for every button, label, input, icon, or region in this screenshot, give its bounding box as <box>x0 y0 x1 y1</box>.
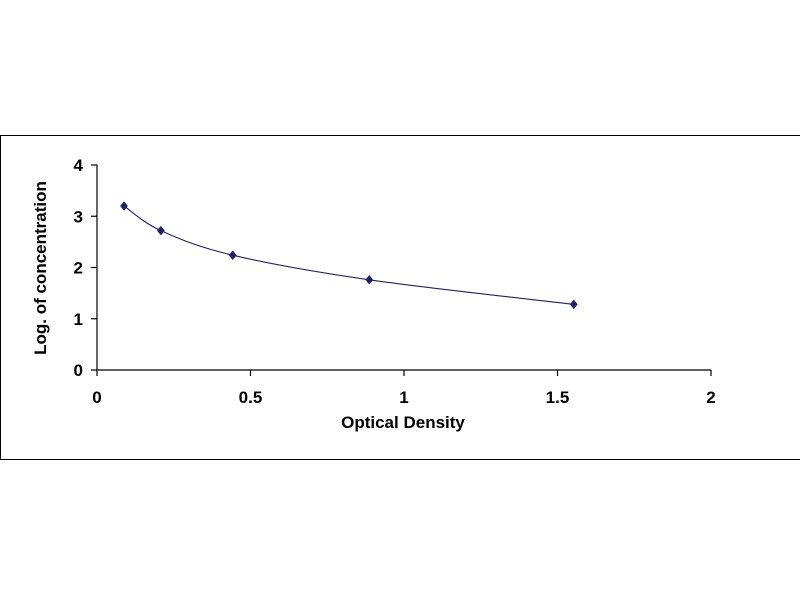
data-point <box>228 250 237 261</box>
data-point <box>156 225 165 236</box>
x-tick-label: 0 <box>92 388 101 407</box>
x-axis-ticks: 0 0.5 1 1.5 2 <box>92 370 716 407</box>
x-tick-label: 1.5 <box>546 388 570 407</box>
y-axis-ticks: 0 1 2 3 4 <box>74 156 97 380</box>
chart-frame <box>0 135 800 460</box>
x-tick-label: 0.5 <box>239 388 263 407</box>
data-points-layer <box>120 201 578 310</box>
y-axis-title: Log. of concentration <box>31 181 50 355</box>
y-tick-label: 0 <box>74 361 83 380</box>
x-axis-title: Optical Density <box>341 413 465 432</box>
y-tick-label: 2 <box>74 259 83 278</box>
data-point <box>120 201 128 211</box>
x-tick-label: 1 <box>399 388 408 407</box>
axes <box>96 165 711 371</box>
data-point <box>569 299 578 310</box>
y-tick-label: 4 <box>74 156 84 175</box>
x-tick-label: 2 <box>706 388 715 407</box>
fit-curve-layer <box>123 205 574 305</box>
fit-curve <box>123 205 574 305</box>
y-tick-label: 1 <box>74 310 83 329</box>
data-point <box>365 274 374 285</box>
y-tick-label: 3 <box>74 207 83 226</box>
